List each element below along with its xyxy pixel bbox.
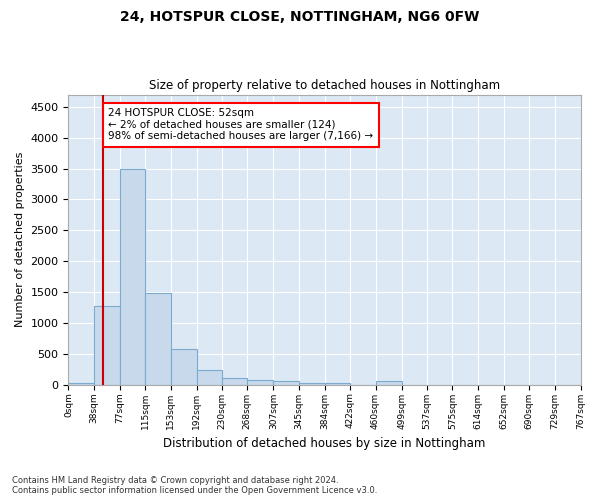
Bar	[222, 378, 247, 384]
Text: 24, HOTSPUR CLOSE, NOTTINGHAM, NG6 0FW: 24, HOTSPUR CLOSE, NOTTINGHAM, NG6 0FW	[121, 10, 479, 24]
Bar	[170, 349, 197, 384]
Text: 24 HOTSPUR CLOSE: 52sqm
← 2% of detached houses are smaller (124)
98% of semi-de: 24 HOTSPUR CLOSE: 52sqm ← 2% of detached…	[109, 108, 374, 142]
Bar	[145, 294, 170, 384]
Bar	[68, 383, 94, 384]
Bar	[274, 382, 299, 384]
Bar	[120, 168, 145, 384]
Text: Contains HM Land Registry data © Crown copyright and database right 2024.
Contai: Contains HM Land Registry data © Crown c…	[12, 476, 377, 495]
Bar	[376, 382, 401, 384]
Bar	[299, 383, 325, 384]
Bar	[94, 306, 120, 384]
Bar	[247, 380, 274, 384]
X-axis label: Distribution of detached houses by size in Nottingham: Distribution of detached houses by size …	[163, 437, 485, 450]
Y-axis label: Number of detached properties: Number of detached properties	[15, 152, 25, 328]
Bar	[197, 370, 222, 384]
Title: Size of property relative to detached houses in Nottingham: Size of property relative to detached ho…	[149, 79, 500, 92]
Bar	[325, 383, 350, 384]
